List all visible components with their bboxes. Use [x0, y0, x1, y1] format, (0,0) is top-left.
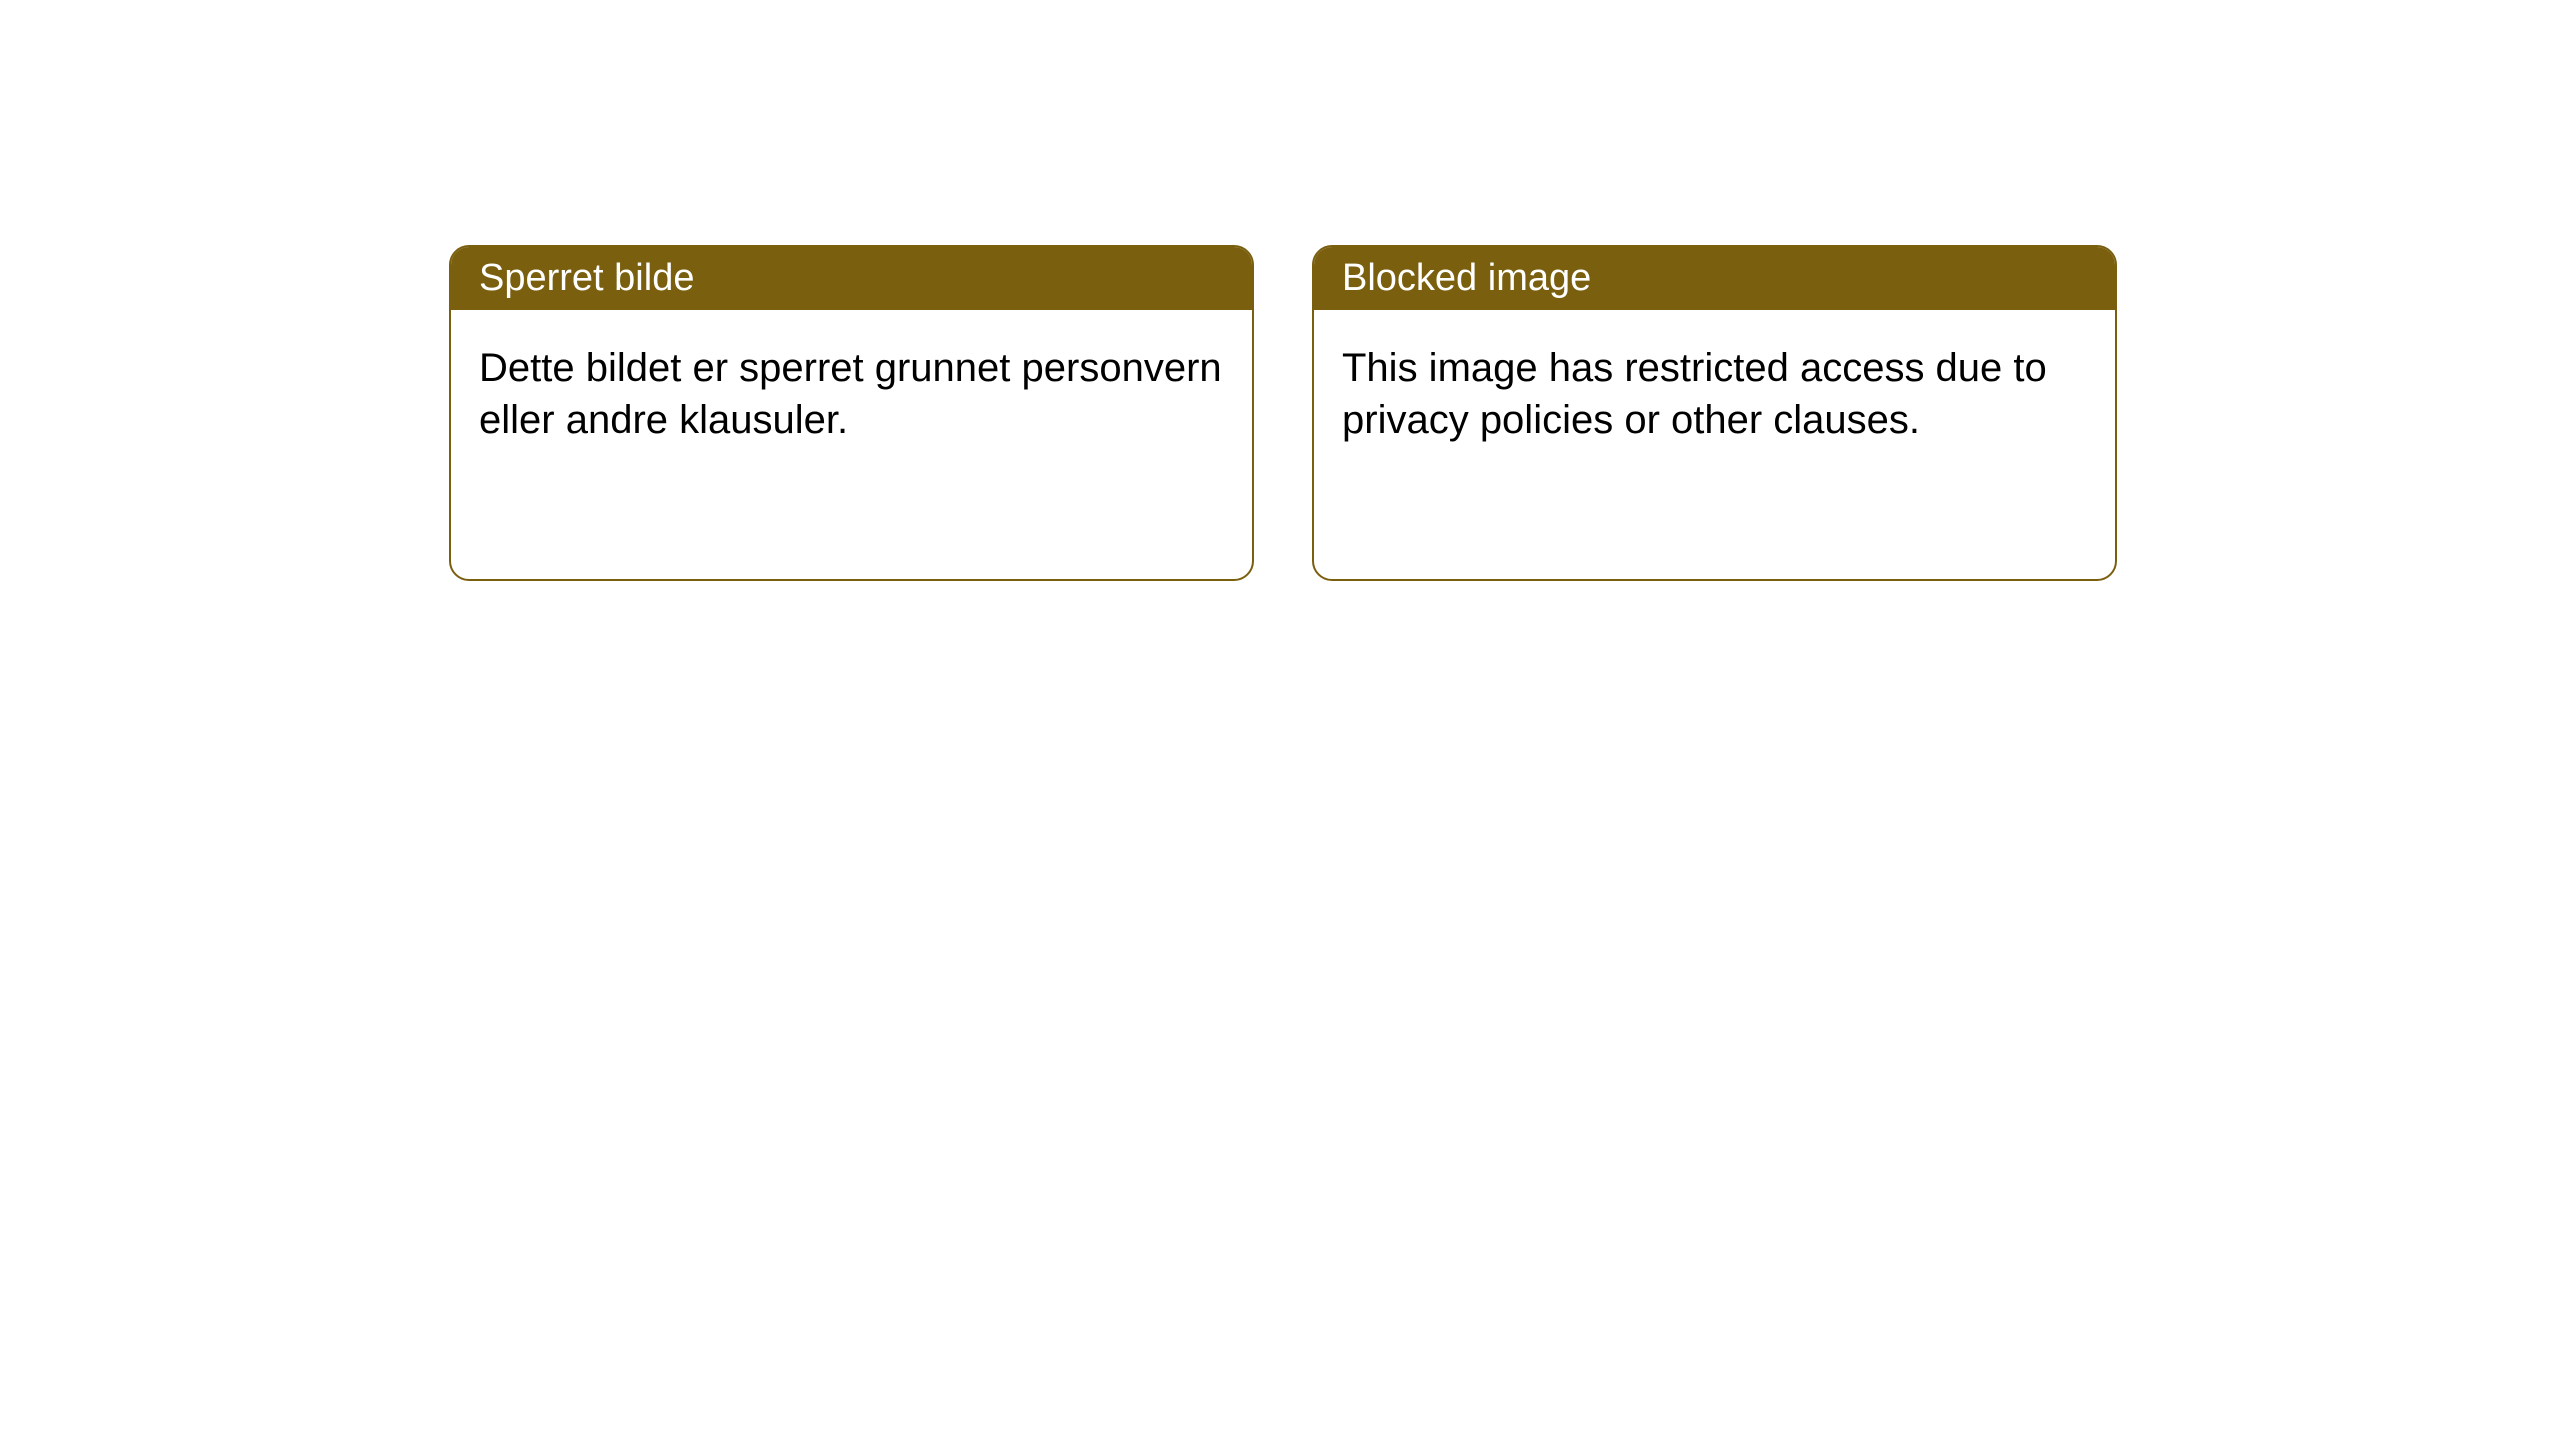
notice-card-english: Blocked image This image has restricted … [1312, 245, 2117, 581]
notice-body-text: This image has restricted access due to … [1342, 346, 2047, 442]
notice-container: Sperret bilde Dette bildet er sperret gr… [449, 245, 2117, 581]
notice-body: Dette bildet er sperret grunnet personve… [451, 310, 1252, 478]
notice-card-norwegian: Sperret bilde Dette bildet er sperret gr… [449, 245, 1254, 581]
notice-header: Sperret bilde [451, 247, 1252, 310]
notice-title: Blocked image [1342, 257, 1591, 299]
notice-header: Blocked image [1314, 247, 2115, 310]
notice-title: Sperret bilde [479, 257, 694, 299]
notice-body: This image has restricted access due to … [1314, 310, 2115, 478]
notice-body-text: Dette bildet er sperret grunnet personve… [479, 346, 1222, 442]
